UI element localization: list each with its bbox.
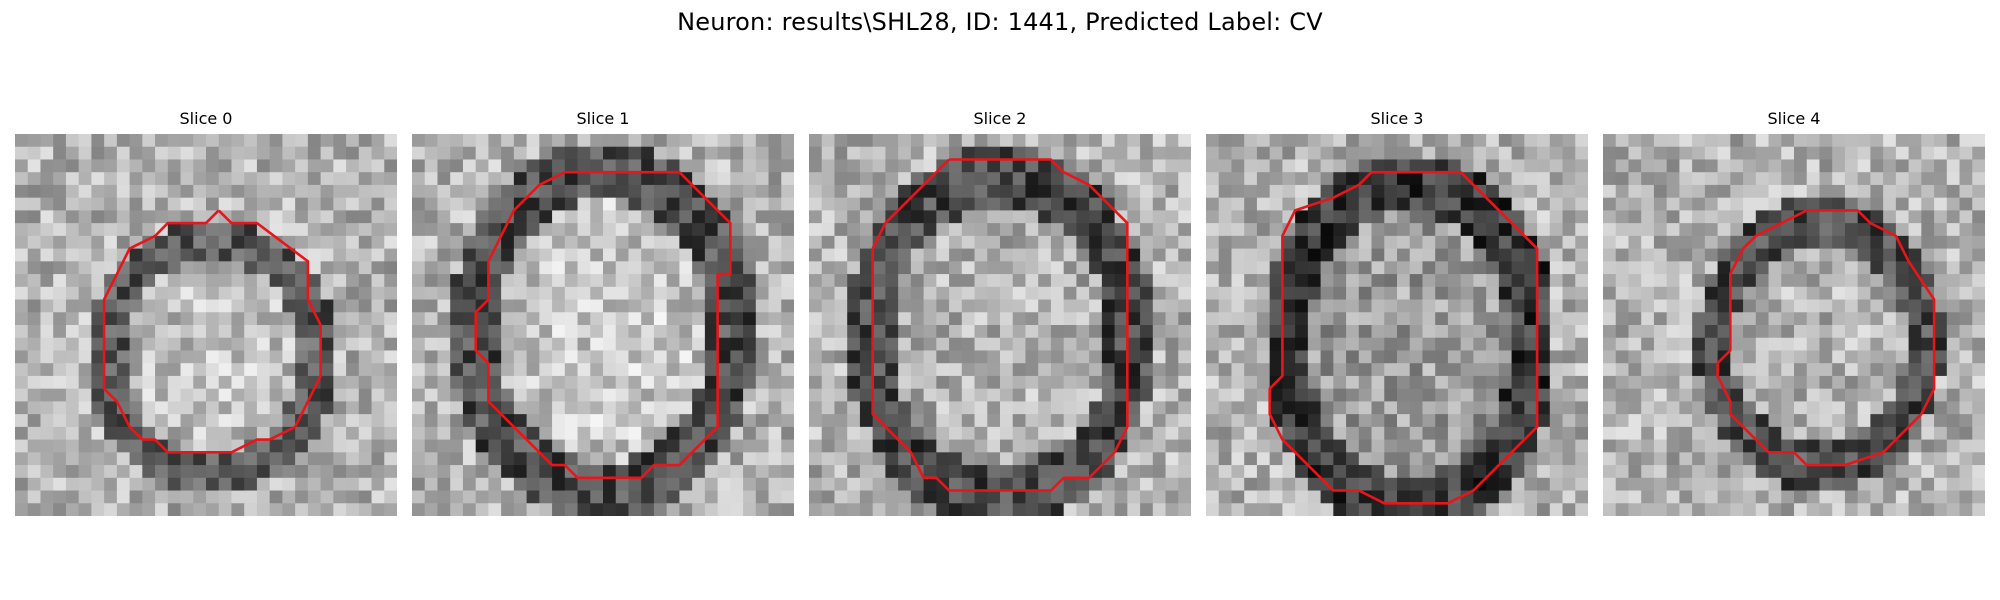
slice-title-4: Slice 4 <box>1603 108 1985 130</box>
slice-pixel-grid-2 <box>809 134 1191 516</box>
slice-image-1 <box>412 134 794 516</box>
slice-panel-2: Slice 2 <box>809 108 1191 130</box>
slice-image-0 <box>15 134 397 516</box>
slice-panel-0: Slice 0 <box>15 108 397 130</box>
slice-title-2: Slice 2 <box>809 108 1191 130</box>
slice-image-2 <box>809 134 1191 516</box>
slice-title-1: Slice 1 <box>412 108 794 130</box>
slice-image-4 <box>1603 134 1985 516</box>
slice-pixel-grid-1 <box>412 134 794 516</box>
slice-pixel-grid-0 <box>15 134 397 516</box>
slice-image-3 <box>1206 134 1588 516</box>
slice-panel-4: Slice 4 <box>1603 108 1985 130</box>
slice-pixel-grid-4 <box>1603 134 1985 516</box>
figure-title: Neuron: results\SHL28, ID: 1441, Predict… <box>0 8 2000 36</box>
slice-pixel-grid-3 <box>1206 134 1588 516</box>
slice-panel-1: Slice 1 <box>412 108 794 130</box>
slice-title-0: Slice 0 <box>15 108 397 130</box>
slice-title-3: Slice 3 <box>1206 108 1588 130</box>
slice-panel-3: Slice 3 <box>1206 108 1588 130</box>
